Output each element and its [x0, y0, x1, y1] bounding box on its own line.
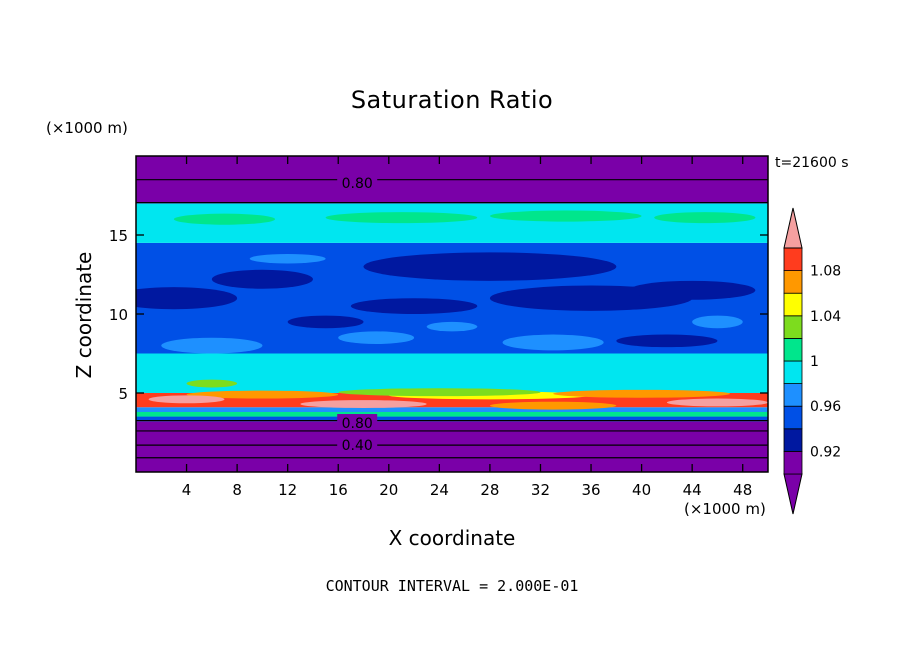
colorbar-extend-high	[783, 207, 803, 249]
time-label: t=21600 s	[775, 155, 849, 171]
field-patch	[287, 315, 364, 329]
colorbar-label: 0.92	[810, 444, 841, 460]
colorbar-label: 1	[810, 354, 819, 370]
y-axis-unit: (×1000 m)	[46, 119, 128, 137]
x-tick-label: 12	[278, 481, 297, 499]
colorbar-segment	[783, 405, 803, 430]
field-patch	[628, 280, 756, 300]
field-patch	[363, 252, 617, 281]
contour-label: 0.40	[342, 438, 373, 454]
field-patch	[173, 213, 276, 225]
field-patch	[489, 401, 617, 410]
y-axis-label: Z coordinate	[72, 251, 96, 379]
x-tick-label: 20	[379, 481, 398, 499]
contour-label-bg	[337, 436, 378, 453]
field-layer	[136, 353, 768, 393]
field-fringe	[136, 411, 768, 417]
field-patch	[249, 253, 326, 264]
y-tick-label: 15	[109, 227, 128, 245]
x-axis-unit: (×1000 m)	[684, 500, 766, 518]
colorbar-segment	[783, 428, 803, 452]
x-tick-label: 40	[632, 481, 651, 499]
colorbar-label: 1.04	[810, 309, 841, 325]
x-axis-label: X coordinate	[388, 526, 516, 550]
field-patch	[186, 379, 238, 388]
field-patch	[300, 400, 427, 409]
y-tick-label: 10	[109, 306, 128, 324]
colorbar-segment	[783, 315, 803, 339]
x-tick-label: 36	[581, 481, 600, 499]
chart-title: Saturation Ratio	[350, 86, 554, 114]
field-patch	[654, 212, 756, 224]
colorbar-segment	[783, 360, 803, 385]
field-patch	[211, 269, 313, 289]
field-patch	[186, 390, 339, 399]
field-patch	[136, 287, 238, 310]
field-patch	[338, 331, 415, 345]
colorbar-extend-low	[783, 473, 803, 515]
x-tick-label: 44	[683, 481, 702, 499]
colorbar-segment	[783, 247, 803, 272]
colorbar-segment	[783, 450, 803, 475]
field-patch	[161, 337, 263, 354]
x-tick-label: 8	[232, 481, 242, 499]
colorbar-label: 1.08	[810, 264, 841, 280]
field-fringe	[136, 416, 768, 421]
field-patch	[426, 321, 478, 332]
field-patch	[325, 212, 478, 224]
field-patch	[338, 388, 541, 397]
contour-label: 0.80	[342, 416, 373, 432]
field-patch	[666, 398, 768, 407]
colorbar-segment	[783, 337, 803, 362]
colorbar-segment	[783, 270, 803, 294]
field-layer	[136, 421, 768, 472]
field-patch	[553, 389, 731, 398]
contour-label-bg	[337, 173, 378, 190]
field-patch	[350, 298, 478, 314]
colorbar-segment	[783, 292, 803, 317]
colorbar-segment	[783, 383, 803, 407]
field-patch	[148, 395, 225, 404]
x-tick-label: 4	[182, 481, 192, 499]
field-patch	[502, 334, 604, 351]
contour-interval-note: CONTOUR INTERVAL = 2.000E-01	[325, 577, 579, 595]
y-tick-label: 5	[118, 385, 128, 403]
contour-label: 0.80	[342, 176, 373, 192]
x-tick-label: 28	[480, 481, 499, 499]
field-patch	[616, 334, 718, 348]
x-tick-label: 16	[329, 481, 348, 499]
x-tick-label: 48	[733, 481, 752, 499]
field-patch	[692, 315, 743, 329]
colorbar-label: 0.96	[810, 399, 841, 415]
x-tick-label: 24	[430, 481, 449, 499]
field-patch	[489, 210, 642, 222]
contour-label-bg	[337, 414, 378, 431]
x-tick-label: 32	[531, 481, 550, 499]
